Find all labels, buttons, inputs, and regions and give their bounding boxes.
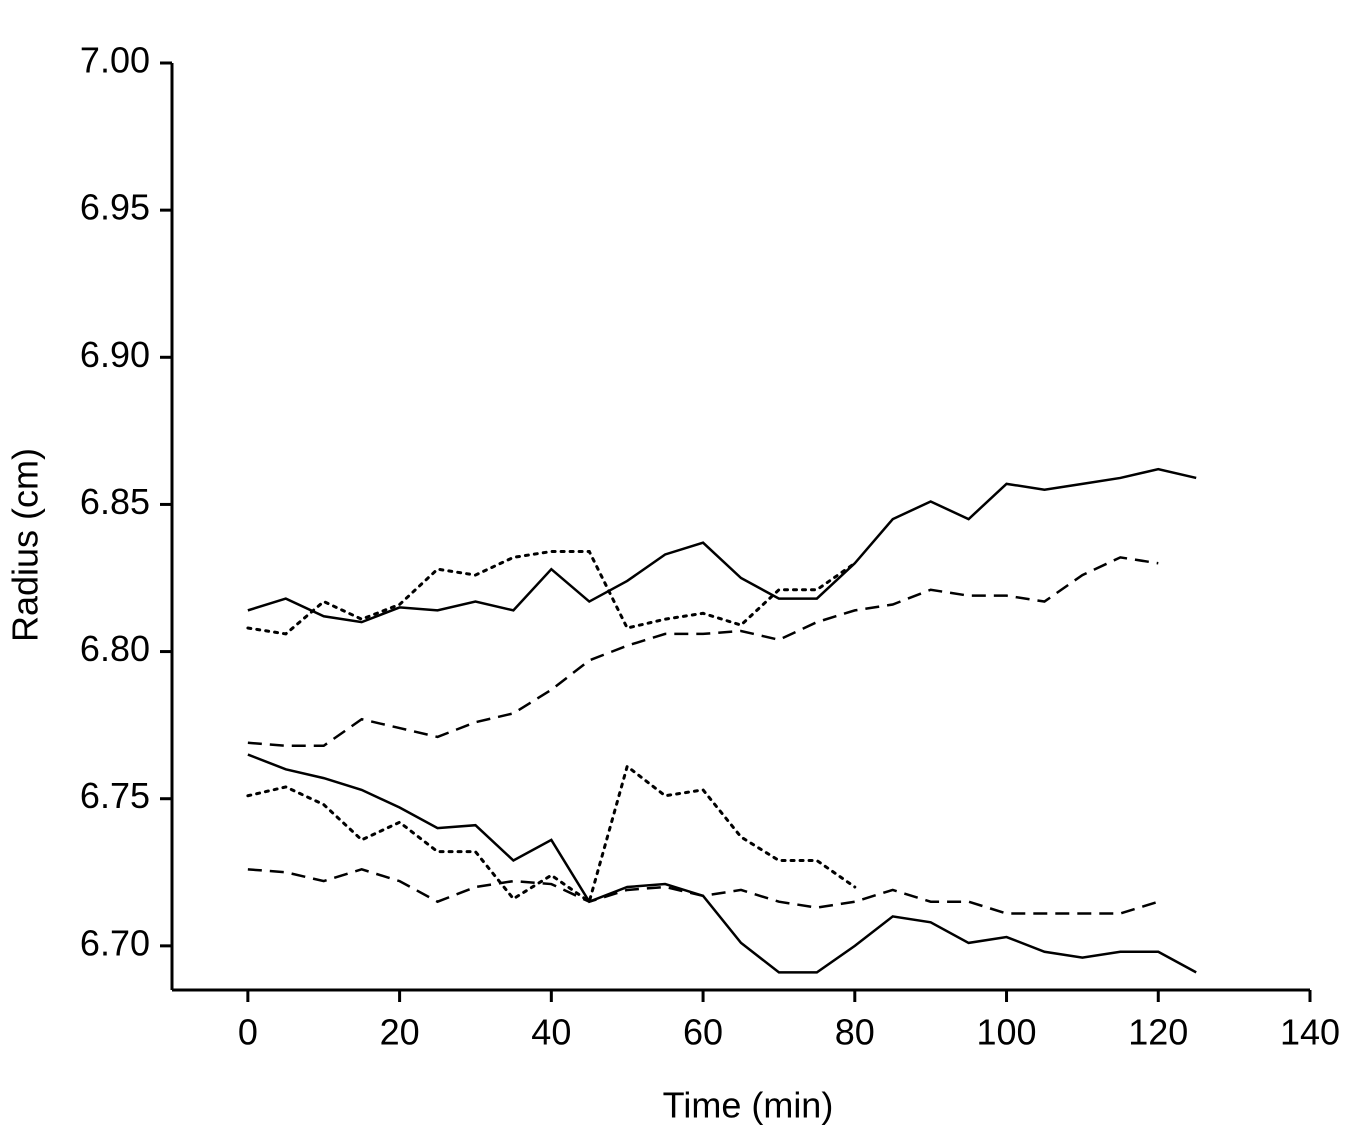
y-tick-label: 6.85: [80, 481, 150, 522]
series-line: [247, 753, 1197, 974]
x-tick-label: 80: [835, 1012, 875, 1053]
x-tick-label: 100: [976, 1012, 1036, 1053]
series-line: [247, 556, 1159, 747]
series-line: [247, 868, 1159, 915]
series-line: [247, 467, 1197, 624]
x-tick-label: 140: [1280, 1012, 1340, 1053]
y-tick-label: 6.75: [80, 775, 150, 816]
series-line: [246, 763, 857, 905]
x-tick-label: 60: [683, 1012, 723, 1053]
y-tick-label: 7.00: [80, 40, 150, 81]
y-axis-label: Radius (cm): [5, 448, 46, 642]
x-tick-label: 0: [238, 1012, 258, 1053]
y-tick-label: 6.95: [80, 187, 150, 228]
x-axis-label: Time (min): [663, 1085, 834, 1126]
series-line: [246, 550, 857, 636]
y-tick-label: 6.70: [80, 922, 150, 963]
y-tick-label: 6.90: [80, 334, 150, 375]
x-tick-label: 40: [531, 1012, 571, 1053]
y-tick-label: 6.80: [80, 628, 150, 669]
x-tick-label: 20: [380, 1012, 420, 1053]
x-tick-label: 120: [1128, 1012, 1188, 1053]
